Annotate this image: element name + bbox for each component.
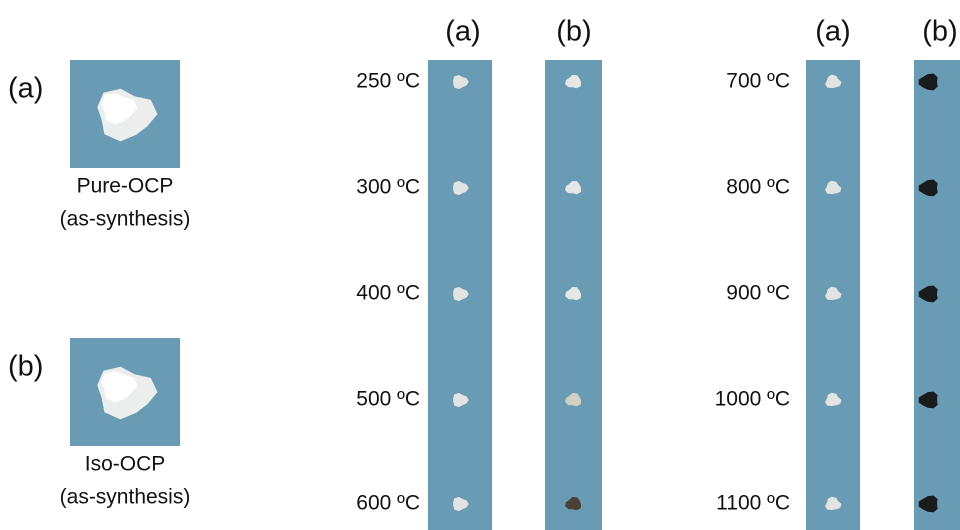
temperature-label: 300 ºC: [356, 176, 420, 199]
temperature-label: 700 ºC: [726, 70, 790, 93]
sample-name: Iso-OCP: [85, 453, 166, 476]
figure: (a) Pure-OCP (as-synthesis) (b) Iso-OCP (as-s…: [0, 0, 960, 530]
temperature-label: 900 ºC: [726, 282, 790, 305]
sample-label: (b): [8, 351, 43, 383]
sample-note: (as-synthesis): [60, 486, 191, 509]
temperature-label: 250 ºC: [356, 70, 420, 93]
temperature-label: 1100 ºC: [716, 492, 790, 515]
column-label: (a): [815, 16, 850, 48]
temperature-label: 400 ºC: [356, 282, 420, 305]
column-label: (b): [556, 16, 591, 48]
column-label: (a): [445, 16, 480, 48]
column-label: (b): [922, 16, 957, 48]
sample-note: (as-synthesis): [60, 208, 191, 231]
temperature-label: 500 ºC: [356, 388, 420, 411]
temperature-label: 1000 ºC: [715, 388, 790, 411]
sample-name: Pure-OCP: [77, 175, 174, 198]
temperature-label: 800 ºC: [726, 176, 790, 199]
sample-label: (a): [8, 73, 43, 105]
temperature-label: 600 ºC: [356, 492, 420, 515]
